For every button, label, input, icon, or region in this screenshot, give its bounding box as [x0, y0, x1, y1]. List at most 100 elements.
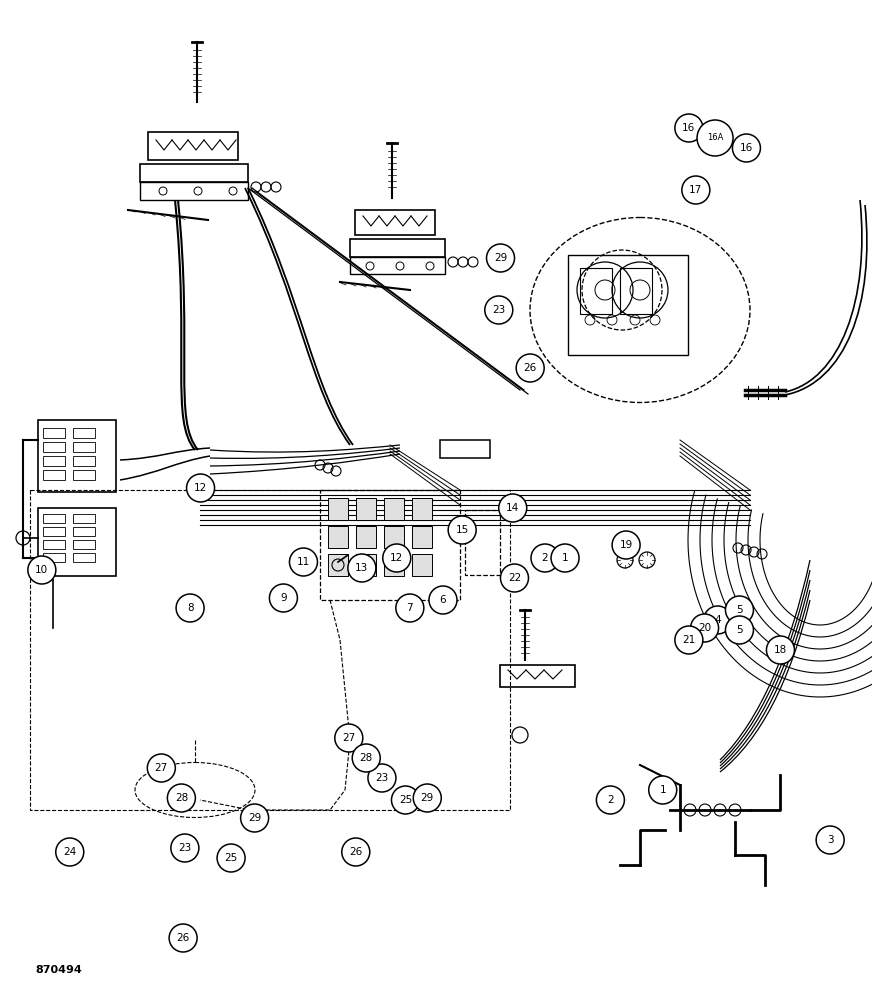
- Text: 1: 1: [562, 553, 569, 563]
- Circle shape: [392, 786, 419, 814]
- Circle shape: [171, 834, 199, 862]
- Circle shape: [485, 296, 513, 324]
- Text: 29: 29: [420, 793, 434, 803]
- Text: 8: 8: [187, 603, 194, 613]
- Bar: [140, 164, 248, 182]
- Text: 5: 5: [736, 605, 743, 615]
- Circle shape: [649, 776, 677, 804]
- Text: 16: 16: [682, 123, 696, 133]
- Circle shape: [675, 114, 703, 142]
- Text: 26: 26: [349, 847, 363, 857]
- Bar: [148, 132, 238, 160]
- Circle shape: [269, 584, 297, 612]
- Bar: [412, 526, 432, 548]
- Circle shape: [499, 494, 527, 522]
- Circle shape: [682, 176, 710, 204]
- Bar: [73, 540, 95, 549]
- Text: 18: 18: [773, 645, 787, 655]
- Text: 21: 21: [682, 635, 696, 645]
- Circle shape: [167, 784, 195, 812]
- Bar: [620, 268, 652, 314]
- Text: 17: 17: [689, 185, 703, 195]
- Bar: [384, 526, 404, 548]
- Text: 16A: 16A: [707, 133, 723, 142]
- Text: 10: 10: [35, 565, 49, 575]
- Circle shape: [429, 586, 457, 614]
- Text: 6: 6: [439, 595, 446, 605]
- Text: 1: 1: [659, 785, 666, 795]
- Circle shape: [501, 564, 528, 592]
- Circle shape: [187, 474, 215, 502]
- Text: 870494: 870494: [35, 965, 82, 975]
- Text: 11: 11: [296, 557, 310, 567]
- Circle shape: [335, 724, 363, 752]
- Circle shape: [413, 784, 441, 812]
- Text: 12: 12: [390, 553, 404, 563]
- Text: 19: 19: [619, 540, 633, 550]
- Text: 2: 2: [607, 795, 614, 805]
- Text: 22: 22: [508, 573, 521, 583]
- Circle shape: [726, 616, 753, 644]
- Bar: [43, 540, 65, 549]
- Bar: [580, 268, 612, 314]
- Text: 12: 12: [194, 483, 208, 493]
- Text: 29: 29: [248, 813, 262, 823]
- Text: 29: 29: [494, 253, 508, 263]
- Circle shape: [612, 531, 640, 559]
- Circle shape: [732, 134, 760, 162]
- Text: 9: 9: [280, 593, 287, 603]
- Bar: [500, 665, 575, 687]
- Bar: [440, 440, 490, 458]
- Circle shape: [675, 626, 703, 654]
- Bar: [355, 210, 435, 235]
- Bar: [43, 442, 65, 452]
- Text: 3: 3: [827, 835, 834, 845]
- Text: 23: 23: [492, 305, 506, 315]
- Circle shape: [169, 924, 197, 952]
- Bar: [412, 554, 432, 576]
- Bar: [384, 554, 404, 576]
- Bar: [30, 490, 510, 810]
- Bar: [73, 527, 95, 536]
- Circle shape: [383, 544, 411, 572]
- Circle shape: [531, 544, 559, 572]
- Bar: [43, 553, 65, 562]
- Bar: [356, 554, 376, 576]
- Bar: [73, 442, 95, 452]
- Circle shape: [487, 244, 514, 272]
- Bar: [465, 510, 500, 575]
- Circle shape: [241, 804, 269, 832]
- Circle shape: [147, 754, 175, 782]
- Text: 16: 16: [739, 143, 753, 153]
- Bar: [73, 553, 95, 562]
- Bar: [356, 526, 376, 548]
- Bar: [43, 514, 65, 523]
- Bar: [328, 554, 348, 576]
- Text: 26: 26: [523, 363, 537, 373]
- Circle shape: [704, 606, 732, 634]
- Circle shape: [766, 636, 794, 664]
- Text: 23: 23: [375, 773, 389, 783]
- Bar: [356, 498, 376, 520]
- Circle shape: [726, 596, 753, 624]
- Bar: [328, 498, 348, 520]
- Text: 27: 27: [154, 763, 168, 773]
- Text: 28: 28: [359, 753, 373, 763]
- Bar: [328, 526, 348, 548]
- Circle shape: [176, 594, 204, 622]
- Bar: [43, 456, 65, 466]
- Bar: [320, 490, 460, 600]
- Bar: [38, 420, 116, 492]
- Circle shape: [348, 554, 376, 582]
- Circle shape: [290, 548, 317, 576]
- Circle shape: [697, 120, 733, 156]
- Circle shape: [551, 544, 579, 572]
- Text: 4: 4: [714, 615, 721, 625]
- Text: 14: 14: [506, 503, 520, 513]
- Bar: [350, 239, 445, 257]
- Bar: [73, 428, 95, 438]
- Circle shape: [217, 844, 245, 872]
- Text: 25: 25: [224, 853, 238, 863]
- Text: 25: 25: [399, 795, 412, 805]
- Circle shape: [516, 354, 544, 382]
